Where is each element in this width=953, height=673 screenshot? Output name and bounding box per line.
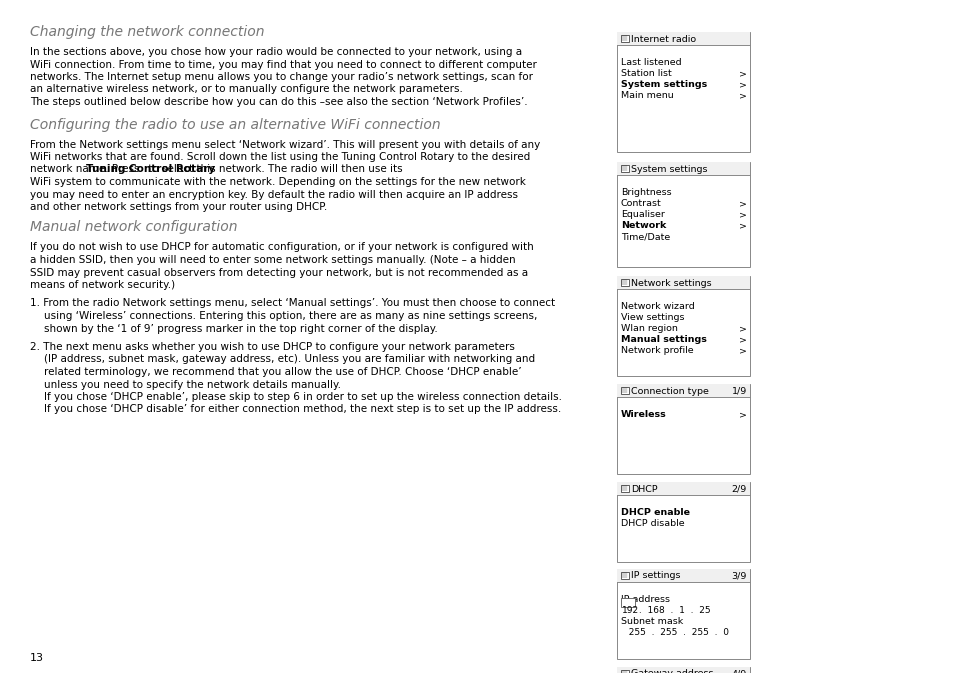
Bar (620, 670, 628, 673)
Text: 3/9: 3/9 (731, 571, 746, 581)
Text: shown by the ‘1 of 9’ progress marker in the top right corner of the display.: shown by the ‘1 of 9’ progress marker in… (44, 324, 437, 334)
Text: Network settings: Network settings (630, 279, 711, 287)
Text: Brightness: Brightness (620, 188, 671, 197)
Bar (617, 162, 749, 175)
Bar (617, 276, 749, 289)
Text: In the sections above, you chose how your radio would be connected to your netwo: In the sections above, you chose how you… (30, 47, 521, 57)
Bar (620, 35, 628, 42)
Text: DHCP: DHCP (630, 485, 657, 493)
Bar (620, 572, 628, 579)
Text: View settings: View settings (620, 313, 684, 322)
Text: Changing the network connection: Changing the network connection (30, 25, 264, 39)
Text: to select this network. The radio will then use its: to select this network. The radio will t… (145, 164, 402, 174)
Text: 4/9: 4/9 (731, 670, 746, 673)
Text: >: > (739, 346, 746, 355)
Text: Network: Network (620, 221, 666, 230)
Text: an alternative wireless network, or to manually configure the network parameters: an alternative wireless network, or to m… (30, 85, 462, 94)
Text: System settings: System settings (620, 80, 706, 89)
Text: you may need to enter an encryption key. By default the radio will then acquire : you may need to enter an encryption key.… (30, 190, 517, 199)
Text: (IP address, subnet mask, gateway address, etc). Unless you are familiar with ne: (IP address, subnet mask, gateway addres… (44, 355, 535, 365)
Text: Main menu: Main menu (620, 91, 673, 100)
Bar (617, 32, 749, 45)
Text: 255  .  255  .  255  .  0: 255 . 255 . 255 . 0 (622, 628, 728, 637)
Text: Time/Date: Time/Date (620, 232, 670, 241)
Text: Connection type: Connection type (630, 386, 708, 396)
Text: Configuring the radio to use an alternative WiFi connection: Configuring the radio to use an alternat… (30, 118, 440, 131)
Bar (617, 569, 749, 582)
Text: Wlan region: Wlan region (620, 324, 678, 333)
Text: Manual network configuration: Manual network configuration (30, 221, 237, 234)
Bar (620, 387, 628, 394)
Text: related terminology, we recommend that you allow the use of DHCP. Choose ‘DHCP e: related terminology, we recommend that y… (44, 367, 521, 377)
Bar (617, 482, 749, 562)
Text: If you chose ‘DHCP enable’, please skip to step 6 in order to set up the wireles: If you chose ‘DHCP enable’, please skip … (44, 392, 561, 402)
Bar (617, 384, 749, 397)
Text: 192: 192 (621, 606, 639, 615)
Bar (617, 482, 749, 495)
Text: means of network security.): means of network security.) (30, 280, 175, 290)
Text: >: > (739, 221, 746, 230)
Bar (617, 32, 749, 152)
Text: 2. The next menu asks whether you wish to use DHCP to configure your network par: 2. The next menu asks whether you wish t… (30, 342, 515, 352)
Text: WiFi networks that are found. Scroll down the list using the Tuning Control Rota: WiFi networks that are found. Scroll dow… (30, 152, 530, 162)
Text: Equaliser: Equaliser (620, 210, 664, 219)
Text: a hidden SSID, then you will need to enter some network settings manually. (Note: a hidden SSID, then you will need to ent… (30, 255, 515, 265)
Text: WiFi system to communicate with the network. Depending on the settings for the n: WiFi system to communicate with the netw… (30, 177, 525, 187)
Text: 1. From the radio Network settings menu, select ‘Manual settings’. You must then: 1. From the radio Network settings menu,… (30, 299, 555, 308)
Text: >: > (739, 410, 746, 419)
Text: DHCP disable: DHCP disable (620, 519, 684, 528)
Bar (617, 569, 749, 659)
Text: System settings: System settings (630, 164, 707, 174)
Text: Internet radio: Internet radio (630, 34, 696, 44)
Bar (620, 485, 628, 492)
Text: Tuning Control Rotary: Tuning Control Rotary (86, 164, 215, 174)
Text: The steps outlined below describe how you can do this –see also the section ‘Net: The steps outlined below describe how yo… (30, 97, 527, 107)
Text: network name. Press: network name. Press (30, 164, 143, 174)
Text: .  168  .  1  .  25: . 168 . 1 . 25 (636, 606, 710, 615)
Text: Contrast: Contrast (620, 199, 661, 208)
Text: 13: 13 (30, 653, 44, 663)
Text: 2/9: 2/9 (731, 485, 746, 493)
Bar (617, 667, 749, 673)
Text: networks. The Internet setup menu allows you to change your radio’s network sett: networks. The Internet setup menu allows… (30, 72, 533, 82)
Text: Last listened: Last listened (620, 58, 680, 67)
Text: SSID may prevent casual observers from detecting your network, but is not recomm: SSID may prevent casual observers from d… (30, 267, 528, 277)
Text: >: > (739, 91, 746, 100)
Text: IP address: IP address (620, 595, 669, 604)
Text: DHCP enable: DHCP enable (620, 508, 689, 517)
Text: >: > (739, 324, 746, 333)
Bar (617, 276, 749, 376)
Bar (620, 165, 628, 172)
Text: If you chose ‘DHCP disable’ for either connection method, the next step is to se: If you chose ‘DHCP disable’ for either c… (44, 404, 560, 415)
Text: WiFi connection. From time to time, you may find that you need to connect to dif: WiFi connection. From time to time, you … (30, 59, 537, 69)
Bar (620, 279, 628, 286)
Text: unless you need to specify the network details manually.: unless you need to specify the network d… (44, 380, 340, 390)
Text: using ‘Wireless’ connections. Entering this option, there are as many as nine se: using ‘Wireless’ connections. Entering t… (44, 311, 537, 321)
Text: 1/9: 1/9 (731, 386, 746, 396)
Text: >: > (739, 199, 746, 208)
Text: >: > (739, 69, 746, 78)
Text: >: > (739, 335, 746, 344)
Bar (617, 667, 749, 673)
Text: >: > (739, 210, 746, 219)
Text: Network wizard: Network wizard (620, 302, 694, 311)
Text: Network profile: Network profile (620, 346, 693, 355)
Text: >: > (739, 80, 746, 89)
Text: IP settings: IP settings (630, 571, 679, 581)
Text: and other network settings from your router using DHCP.: and other network settings from your rou… (30, 202, 327, 212)
Text: If you do not wish to use DHCP for automatic configuration, or if your network i: If you do not wish to use DHCP for autom… (30, 242, 533, 252)
Text: Station list: Station list (620, 69, 671, 78)
Bar (617, 384, 749, 474)
Text: Manual settings: Manual settings (620, 335, 706, 344)
Bar (617, 162, 749, 267)
Text: Gateway address: Gateway address (630, 670, 713, 673)
Bar (620, 598, 635, 607)
Text: Wireless: Wireless (620, 410, 666, 419)
Text: From the Network settings menu select ‘Network wizard’. This will present you wi: From the Network settings menu select ‘N… (30, 139, 539, 149)
Text: Subnet mask: Subnet mask (620, 617, 682, 626)
